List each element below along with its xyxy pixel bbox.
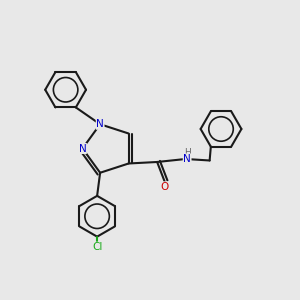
Text: Cl: Cl	[92, 242, 102, 252]
Text: N: N	[79, 143, 86, 154]
Text: N: N	[96, 119, 104, 129]
Text: N: N	[183, 154, 191, 164]
Text: O: O	[160, 182, 169, 192]
Text: H: H	[184, 148, 190, 157]
